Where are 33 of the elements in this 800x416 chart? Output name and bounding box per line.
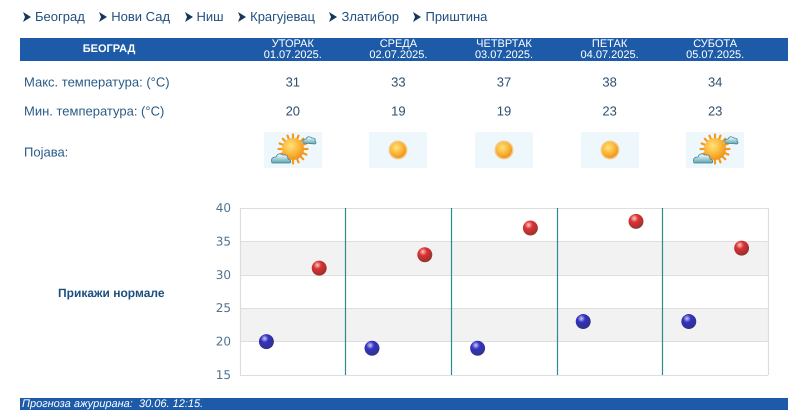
data-label: 33 xyxy=(391,74,406,90)
y-tick-label: 20 xyxy=(216,334,231,349)
text: Макс. температура: (°C) xyxy=(24,74,170,90)
y-tick-label: 15 xyxy=(216,368,231,382)
data-label: 20 xyxy=(286,104,300,118)
text: Мин. температура: (°C) xyxy=(24,104,164,118)
text: Златибор xyxy=(341,9,399,24)
data-label: 38 xyxy=(602,74,617,90)
data-label: 19 xyxy=(496,104,512,118)
data-label: 19 xyxy=(391,104,406,118)
data-label: 23 xyxy=(708,104,722,118)
text: УТОРАК 01.07.2025. xyxy=(264,38,322,61)
y-tick-label: 35 xyxy=(216,234,231,248)
data-label: 37 xyxy=(496,74,512,90)
y-tick-label: 40 xyxy=(216,201,231,215)
text: Појава: xyxy=(24,144,68,160)
y-tick-label: 25 xyxy=(216,301,231,316)
text: Прикажи нормале xyxy=(58,286,165,300)
text: ЧЕТВРТАК 03.07.2025. xyxy=(474,38,534,61)
data-label: 31 xyxy=(286,74,300,90)
text: СРЕДА 02.07.2025. xyxy=(369,38,428,61)
text: БЕОГРАД xyxy=(82,42,136,57)
text: ПЕТАК 04.07.2025. xyxy=(580,38,639,61)
y-tick-label: 30 xyxy=(216,268,231,282)
text: Прогноза ажурирана: 30.06. 12:15. xyxy=(22,398,204,410)
data-label: 23 xyxy=(602,104,617,118)
text: Нови Сад xyxy=(111,9,170,24)
data-label: 34 xyxy=(708,74,722,90)
text: Београд xyxy=(35,9,85,24)
text: Крагујевац xyxy=(250,9,315,24)
text: СУБОТА 05.07.2025. xyxy=(686,38,744,61)
text: Ниш xyxy=(196,9,224,24)
text: Приштина xyxy=(425,9,488,24)
